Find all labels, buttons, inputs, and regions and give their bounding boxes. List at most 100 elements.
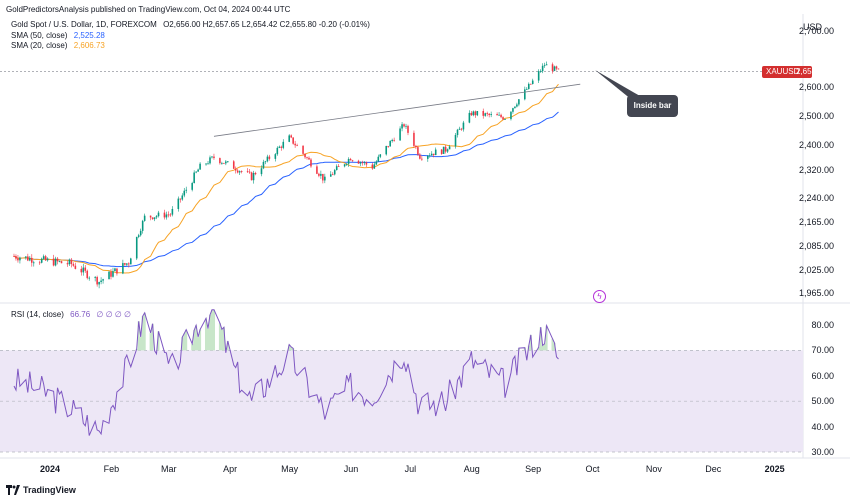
candle-body [27, 256, 29, 261]
sma50-line [13, 111, 559, 268]
candle-body [80, 268, 83, 273]
candle-body [472, 111, 475, 116]
candle-body [155, 216, 158, 218]
candle-body [94, 277, 96, 278]
rsi-line [13, 309, 559, 436]
candle-body [434, 149, 437, 156]
candle-body [476, 110, 479, 116]
lightning-icon[interactable]: ϟ [593, 290, 606, 303]
candle-body [322, 173, 324, 181]
candle-body [68, 259, 71, 265]
candle-body [128, 263, 130, 265]
candle-body [96, 277, 98, 285]
footer-brand: TradingView [23, 485, 76, 495]
candle-body [38, 262, 41, 264]
candle-body [234, 168, 237, 171]
tradingview-logo-icon [6, 485, 20, 495]
candle-body [308, 157, 310, 160]
candle-body [290, 135, 292, 138]
candle-body [324, 176, 326, 181]
candle-body [516, 104, 518, 107]
candle-body [260, 168, 263, 175]
candle-body [157, 212, 160, 217]
candle-body [446, 149, 449, 152]
price-tick-label: 2,600.00 [798, 82, 834, 92]
candle-body [276, 147, 279, 155]
candle-body [98, 281, 100, 285]
badge-price: 2,655.80 [796, 67, 828, 76]
candle-body [318, 173, 320, 176]
candle-body [151, 217, 154, 220]
candle-body [252, 172, 255, 181]
candle-body [227, 161, 229, 163]
candle-body [84, 267, 87, 271]
candle-body [389, 141, 391, 147]
candle-body [207, 163, 209, 165]
candle-body [541, 65, 544, 72]
candle-body [470, 112, 473, 116]
candle-body [335, 166, 338, 171]
candle-body [545, 64, 548, 66]
candle-body [240, 171, 243, 172]
sma50-label: SMA (50, close) [11, 31, 68, 40]
candle-body [143, 215, 146, 221]
candle-body [553, 66, 556, 71]
rsi-extra: ∅ ∅ ∅ ∅ [96, 310, 131, 319]
candle-body [211, 156, 213, 158]
candle-body [428, 155, 431, 157]
candle-body [385, 145, 388, 155]
time-tick-label: Jun [343, 464, 359, 474]
candle-body [171, 208, 174, 215]
time-tick-label: Mar [161, 464, 177, 474]
time-tick-label: Nov [645, 464, 662, 474]
candle-body [254, 172, 257, 175]
candle-body [181, 195, 184, 200]
candle-body [337, 166, 340, 167]
candle-body [456, 129, 459, 136]
candle-body [373, 164, 376, 169]
candle-body [363, 162, 366, 164]
candle-body [193, 172, 195, 184]
candle-body [135, 236, 138, 259]
candle-body [371, 164, 374, 169]
candle-body [278, 146, 281, 148]
sma50-value: 2,525.28 [73, 31, 105, 40]
candle-body [86, 270, 89, 279]
sma20-line [13, 83, 559, 274]
tradingview-footer[interactable]: TradingView [6, 485, 76, 495]
candle-body [444, 146, 447, 152]
rsi-tick-label: 30.00 [811, 447, 834, 457]
candle-body [345, 163, 348, 165]
candle-body [474, 111, 477, 116]
candle-body [110, 271, 112, 277]
candle-body [238, 171, 241, 173]
callout-pointer [595, 70, 640, 100]
candle-body [482, 110, 485, 116]
candle-body [484, 113, 487, 116]
candle-body [331, 174, 334, 176]
candle-body [458, 128, 461, 130]
candle-body [401, 124, 403, 129]
candle-body [282, 141, 285, 148]
candle-body [529, 83, 532, 85]
publisher-line: GoldPredictorsAnalysis published on Trad… [6, 5, 291, 14]
candle-body [225, 161, 227, 164]
candle-body [527, 83, 530, 89]
currency-label: USD [802, 22, 822, 32]
candle-body [514, 106, 516, 109]
rsi-value: 66.76 [70, 310, 91, 319]
candle-body [498, 114, 500, 116]
candle-body [197, 169, 199, 172]
candle-body [274, 154, 277, 159]
candle-body [296, 145, 298, 147]
candle-body [361, 162, 364, 164]
candle-body [377, 156, 380, 162]
sma20-legend: SMA (20, close) 2,606.73 [11, 41, 105, 50]
price-tick-label: 2,320.00 [798, 165, 834, 175]
time-tick-label: Jul [404, 464, 417, 474]
candle-body [413, 132, 415, 146]
candle-body [427, 155, 429, 159]
time-tick-label: Dec [705, 464, 722, 474]
candle-body [391, 139, 393, 142]
candle-body [347, 158, 350, 164]
